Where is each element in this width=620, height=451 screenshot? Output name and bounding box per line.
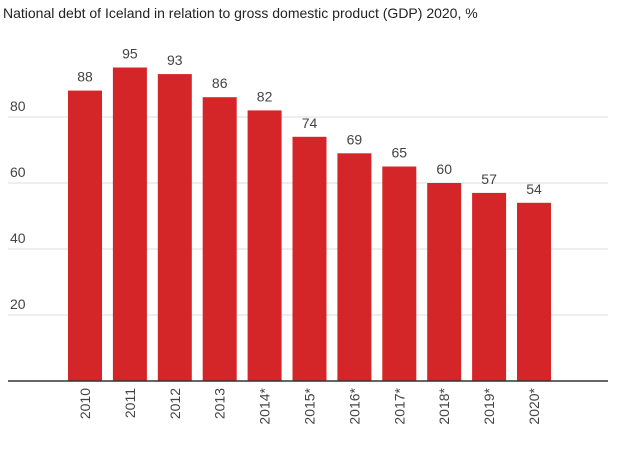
data-label: 95 (122, 46, 138, 62)
bar (157, 74, 192, 381)
data-labels: 88 95 93 86 82 74 69 65 60 57 54 (77, 46, 542, 197)
data-label: 74 (302, 115, 318, 131)
bar (292, 136, 327, 381)
x-tick-label: 2012 (167, 388, 183, 419)
bars (68, 67, 551, 382)
x-tick-label: 2019* (481, 387, 497, 424)
bar (517, 202, 551, 381)
data-label: 93 (167, 52, 183, 68)
x-tick-label: 2010 (77, 388, 93, 419)
bar (472, 192, 507, 381)
data-label: 86 (212, 75, 228, 91)
bar (112, 67, 147, 381)
bar (337, 153, 372, 381)
x-axis-tick-labels: 2010 2011 2012 2013 2014* 2015* 2016* 2017* 2018… (77, 387, 542, 424)
x-tick-label: 2011 (122, 388, 138, 418)
data-label: 57 (481, 171, 497, 187)
chart-title: National debt of Iceland in relation to … (3, 5, 478, 21)
y-tick-label: 60 (10, 164, 26, 180)
x-tick-label: 2017* (391, 387, 407, 424)
x-tick-label: 2014* (257, 387, 273, 424)
bar (68, 90, 102, 381)
x-tick-label: 2013 (212, 388, 228, 419)
bar (247, 110, 282, 382)
data-label: 82 (257, 88, 273, 104)
data-label: 69 (347, 131, 363, 147)
x-tick-label: 2015* (302, 387, 318, 424)
x-tick-label: 2018* (436, 387, 452, 424)
bar (427, 183, 462, 381)
y-tick-label: 80 (10, 98, 26, 114)
data-label: 88 (77, 69, 93, 85)
bar (382, 166, 417, 381)
y-axis-tick-labels: 20 40 60 80 (10, 98, 26, 312)
y-tick-label: 40 (10, 230, 26, 246)
data-label: 65 (392, 145, 408, 161)
y-tick-label: 20 (10, 296, 26, 312)
x-tick-label: 2020* (526, 387, 542, 424)
data-label: 54 (526, 181, 542, 197)
bar (202, 97, 237, 381)
data-label: 60 (436, 161, 452, 177)
x-tick-label: 2016* (346, 387, 362, 424)
